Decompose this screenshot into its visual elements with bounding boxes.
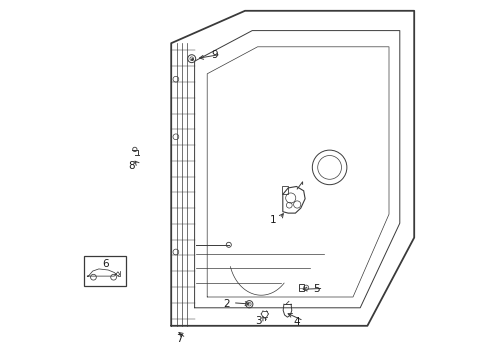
Text: 6: 6 <box>102 258 109 269</box>
Text: 1: 1 <box>270 215 276 225</box>
Text: 3: 3 <box>255 316 262 327</box>
Bar <box>299 284 304 291</box>
Text: 2: 2 <box>223 299 230 309</box>
Text: 7: 7 <box>176 334 183 344</box>
Text: 4: 4 <box>294 317 300 327</box>
Bar <box>282 186 288 194</box>
Text: 9: 9 <box>211 50 218 60</box>
Bar <box>84 256 126 286</box>
Text: 8: 8 <box>128 161 135 171</box>
Text: 5: 5 <box>314 284 320 294</box>
